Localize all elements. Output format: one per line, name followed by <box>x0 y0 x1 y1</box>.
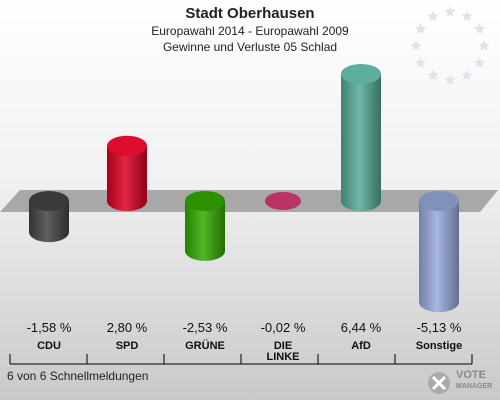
category-label-1: CDU <box>37 340 61 352</box>
logo-line-1: VOTE <box>456 369 486 381</box>
value-label-4: -0,02 % <box>261 320 306 335</box>
vote-manager-logo-icon <box>428 372 450 394</box>
category-label-2: SPD <box>116 340 139 352</box>
value-label-5: 6,44 % <box>341 320 382 335</box>
bar-5 <box>341 64 381 211</box>
bar-6 <box>419 191 459 313</box>
vote-manager-logo-text: VOTE MANAGER <box>456 370 492 392</box>
logo-line-2: MANAGER <box>456 383 493 390</box>
category-label-5: AfD <box>351 340 371 352</box>
value-label-2: 2,80 % <box>107 320 148 335</box>
value-label-1: -1,58 % <box>27 320 72 335</box>
bar-1 <box>29 191 69 243</box>
value-label-3: -2,53 % <box>183 320 228 335</box>
eu-stars-icon <box>410 6 490 85</box>
chart-title: Stadt Oberhausen <box>185 5 315 22</box>
category-label-4: DIE LINKE <box>267 340 300 363</box>
value-label-6: -5,13 % <box>417 320 462 335</box>
footer-note: 6 von 6 Schnellmeldungen <box>7 369 149 383</box>
bar-4 <box>265 192 301 210</box>
category-label-3: GRÜNE <box>185 339 225 352</box>
chart-subtitle-2: Gewinne und Verluste 05 Schlad <box>162 40 338 54</box>
chart-subtitle: Europawahl 2014 - Europawahl 2009 <box>151 24 349 38</box>
bar-2 <box>107 135 147 211</box>
category-label-6: Sonstige <box>416 340 462 352</box>
bar-3 <box>185 191 225 261</box>
